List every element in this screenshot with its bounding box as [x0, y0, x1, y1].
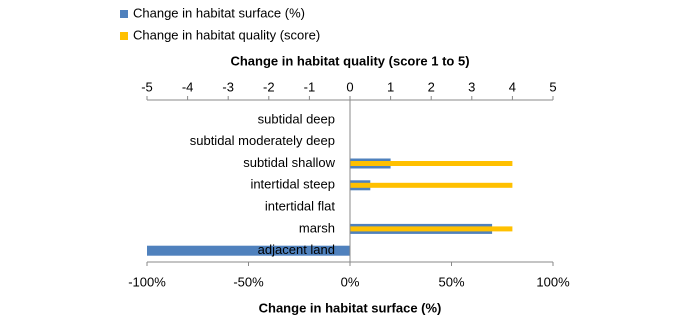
x2-tick-label: 1 [387, 79, 394, 94]
x2-tick-label: 4 [509, 79, 516, 94]
x-tick-label: 100% [536, 274, 570, 289]
legend-swatch [120, 10, 128, 18]
x2-tick-label: 5 [549, 79, 556, 94]
bar [147, 245, 350, 256]
legend-label: Change in habitat surface (%) [133, 5, 305, 20]
x2-axis-title: Change in habitat quality (score 1 to 5) [230, 53, 469, 68]
x2-tick-label: 2 [428, 79, 435, 94]
bar [350, 226, 513, 232]
x2-tick-label: -3 [222, 79, 234, 94]
bar [350, 161, 513, 166]
x2-tick-label: -1 [304, 79, 316, 94]
x2-tick-label: 0 [346, 79, 353, 94]
category-label: intertidal steep [250, 177, 335, 192]
x-axis-title: Change in habitat surface (%) [259, 300, 442, 315]
bar [350, 182, 513, 188]
category-label: marsh [299, 220, 335, 235]
x2-tick-label: -2 [263, 79, 275, 94]
x2-tick-label: -5 [141, 79, 153, 94]
category-label: subtidal moderately deep [190, 133, 335, 148]
x-tick-label: -50% [233, 274, 264, 289]
x2-tick-label: -4 [182, 79, 194, 94]
category-label: subtidal shallow [243, 155, 335, 170]
x2-tick-label: 3 [468, 79, 475, 94]
x-tick-label: -100% [128, 274, 166, 289]
x-tick-label: 0% [341, 274, 360, 289]
legend-label: Change in habitat quality (score) [133, 27, 320, 42]
x-tick-label: 50% [438, 274, 464, 289]
legend-swatch [120, 32, 128, 40]
category-label: intertidal flat [265, 199, 335, 214]
category-label: adjacent land [258, 242, 335, 257]
category-label: subtidal deep [258, 111, 335, 126]
